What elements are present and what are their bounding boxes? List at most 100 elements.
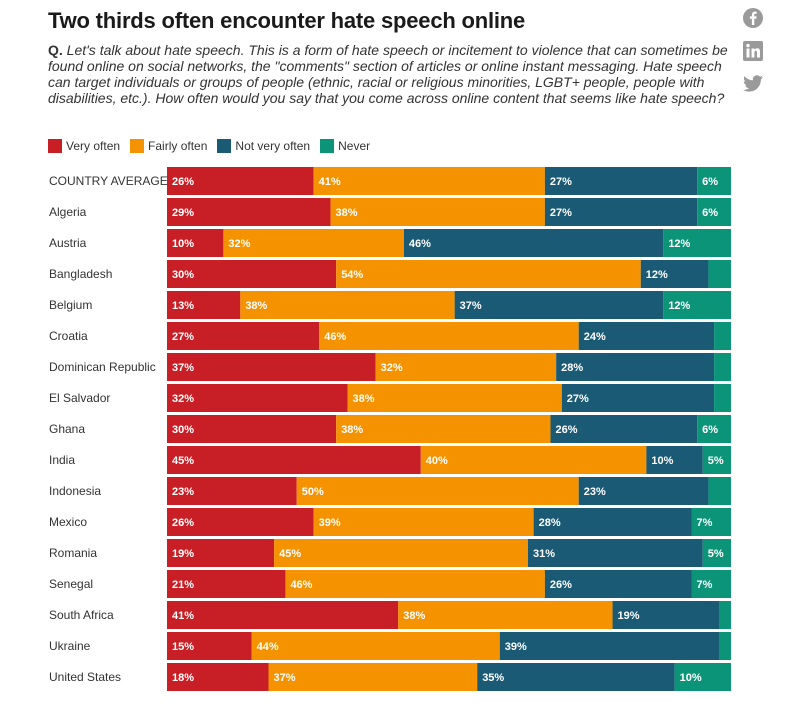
category-label: El Salvador — [49, 391, 110, 405]
bar-row-ukraine: Ukraine 15% 44% 39% — [49, 632, 731, 660]
data-label: 37% — [172, 362, 194, 374]
bar-row-india: India 45% 40% 10% 5% — [49, 446, 731, 474]
bar-segment-very-often — [167, 415, 337, 443]
bar-segment-never — [714, 353, 731, 381]
data-label: 45% — [279, 548, 301, 560]
data-label: 50% — [302, 486, 324, 498]
bar-segment-very-often — [167, 322, 320, 350]
category-label: Romania — [49, 546, 97, 560]
bar-segment-fairly-often — [398, 601, 613, 629]
bar-row-algeria: Algeria 29% 38% 27% 6% — [49, 198, 731, 226]
bar-segment-fairly-often — [268, 663, 478, 691]
data-label: 37% — [460, 300, 482, 312]
category-label: Ghana — [49, 422, 85, 436]
data-label: 38% — [245, 300, 267, 312]
bar-segment-very-often — [167, 508, 314, 536]
data-label: 27% — [567, 393, 589, 405]
category-label: United States — [49, 670, 121, 684]
category-label: Ukraine — [49, 639, 91, 653]
legend-swatch-not-very-often — [217, 139, 232, 153]
legend-swatch-fairly-often — [130, 139, 145, 153]
linkedin-icon[interactable] — [742, 40, 764, 62]
data-label: 27% — [172, 331, 194, 343]
bar-segment-never — [719, 632, 731, 660]
data-label: 29% — [172, 207, 194, 219]
legend-label-fairly-often: Fairly often — [148, 139, 208, 153]
data-label: 5% — [708, 548, 724, 560]
bar-row-el-salvador: El Salvador 32% 38% 27% — [49, 384, 731, 412]
data-label: 19% — [172, 548, 194, 560]
category-label: South Africa — [49, 608, 114, 622]
bar-segment-fairly-often — [251, 632, 500, 660]
bar-row-dominican-republic: Dominican Republic 37% 32% 28% — [49, 353, 731, 381]
bar-segment-fairly-often — [330, 198, 545, 226]
bar-segment-fairly-often — [347, 384, 562, 412]
data-label: 12% — [646, 269, 668, 281]
bar-row-united-states: United States 18% 37% 35% 10% — [49, 663, 731, 691]
bar-segment-never — [691, 570, 731, 598]
data-label: 23% — [172, 486, 194, 498]
bar-row-austria: Austria 10% 32% 46% 12% — [49, 229, 731, 257]
data-label: 5% — [708, 455, 724, 467]
bar-segment-very-often — [167, 229, 224, 257]
bar-segment-not-very-often — [556, 353, 715, 381]
bar-segment-fairly-often — [274, 539, 528, 567]
bar-segment-not-very-often — [646, 446, 703, 474]
bar-segment-never — [663, 291, 731, 319]
data-label: 27% — [550, 207, 572, 219]
data-label: 31% — [533, 548, 555, 560]
data-label: 46% — [324, 331, 346, 343]
bar-segment-very-often — [167, 167, 314, 195]
bar-segment-fairly-often — [420, 446, 647, 474]
bar-segment-not-very-often — [544, 198, 698, 226]
bar-segment-never — [663, 229, 731, 257]
legend-swatch-very-often — [48, 139, 62, 153]
bar-row-bangladesh: Bangladesh 30% 54% 12% — [49, 260, 731, 288]
bar-segment-not-very-often — [612, 601, 720, 629]
legend-item-very-often: Very often — [48, 139, 120, 153]
bar-segment-fairly-often — [240, 291, 455, 319]
data-label: 21% — [172, 579, 194, 591]
bar-segment-not-very-often — [533, 508, 692, 536]
data-label: 13% — [172, 300, 194, 312]
data-label: 24% — [584, 331, 606, 343]
bar-segment-fairly-often — [319, 322, 579, 350]
bar-row-ghana: Ghana 30% 38% 26% 6% — [49, 415, 731, 443]
legend-label-very-often: Very often — [66, 139, 121, 153]
legend: Very often Fairly often Not very often N… — [48, 139, 380, 153]
bar-row-country-average: COUNTRY AVERAGE 26% 41% 27% 6% — [49, 167, 731, 195]
bar-segment-never — [719, 601, 731, 629]
category-label: India — [49, 453, 75, 467]
bar-segment-not-very-often — [550, 415, 698, 443]
bar-row-south-africa: South Africa 41% 38% 19% — [49, 601, 731, 629]
data-label: 30% — [172, 424, 194, 436]
data-label: 46% — [409, 238, 431, 250]
bar-segment-very-often — [167, 539, 275, 567]
bar-segment-not-very-often — [544, 570, 692, 598]
bar-segment-not-very-often — [403, 229, 664, 257]
data-label: 26% — [556, 424, 578, 436]
legend-swatch-never — [320, 139, 335, 153]
bar-segment-never — [702, 446, 731, 474]
data-label: 41% — [172, 610, 194, 622]
bar-segment-fairly-often — [285, 570, 545, 598]
bar-segment-fairly-often — [375, 353, 557, 381]
bar-segment-not-very-often — [640, 260, 709, 288]
data-label: 19% — [618, 610, 640, 622]
bar-segment-not-very-often — [578, 322, 715, 350]
bar-segment-very-often — [167, 663, 269, 691]
bar-segment-not-very-often — [477, 663, 675, 691]
data-label: 6% — [702, 424, 718, 436]
data-label: 23% — [584, 486, 606, 498]
data-label: 38% — [403, 610, 425, 622]
data-label: 45% — [172, 455, 194, 467]
facebook-icon[interactable] — [742, 7, 764, 29]
data-label: 39% — [319, 517, 341, 529]
data-label: 32% — [172, 393, 194, 405]
data-label: 15% — [172, 641, 194, 653]
bar-segment-not-very-often — [561, 384, 715, 412]
data-label: 10% — [651, 455, 673, 467]
twitter-icon[interactable] — [742, 72, 764, 94]
data-label: 12% — [668, 300, 690, 312]
bar-segment-never — [691, 508, 731, 536]
